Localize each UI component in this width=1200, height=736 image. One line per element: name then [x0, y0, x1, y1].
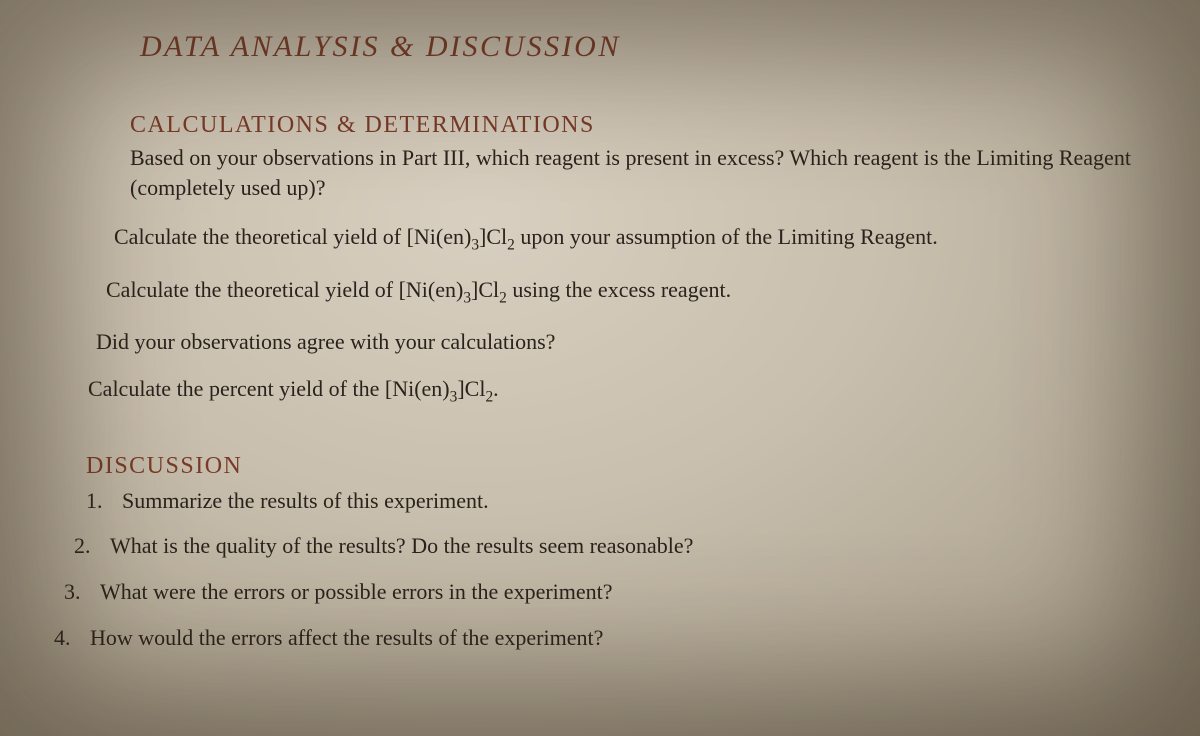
subscript: 3	[471, 237, 479, 254]
calc-paragraph-5: Calculate the percent yield of the [Ni(e…	[88, 374, 1140, 408]
calc-paragraph-4: Did your observations agree with your ca…	[96, 327, 1140, 357]
text-fragment: Calculate the theoretical yield of [Ni(e…	[114, 224, 471, 249]
calc-paragraph-3: Calculate the theoretical yield of [Ni(e…	[106, 275, 1140, 309]
main-title: DATA ANALYSIS & DISCUSSION	[140, 30, 1140, 64]
subscript: 2	[507, 237, 515, 254]
list-text: What is the quality of the results? Do t…	[110, 531, 693, 561]
subscript: 3	[463, 289, 471, 306]
text-fragment: ]Cl	[457, 376, 485, 401]
list-text: What were the errors or possible errors …	[100, 577, 613, 607]
discussion-item: 2. What is the quality of the results? D…	[74, 531, 1140, 561]
discussion-item: 1. Summarize the results of this experim…	[86, 486, 1140, 516]
subscript: 2	[485, 389, 493, 406]
calculations-heading: CALCULATIONS & DETERMINATIONS	[130, 112, 1140, 139]
list-text: Summarize the results of this experiment…	[122, 486, 489, 516]
list-text: How would the errors affect the results …	[90, 623, 603, 653]
discussion-item: 3. What were the errors or possible erro…	[64, 577, 1140, 607]
calculations-section: CALCULATIONS & DETERMINATIONS Based on y…	[130, 112, 1140, 409]
text-fragment: ]Cl	[471, 277, 499, 302]
calc-paragraph-2: Calculate the theoretical yield of [Ni(e…	[114, 222, 1140, 256]
list-number: 3.	[64, 577, 100, 607]
text-fragment: .	[493, 376, 499, 401]
text-fragment: using the excess reagent.	[507, 277, 731, 302]
page-container: DATA ANALYSIS & DISCUSSION CALCULATIONS …	[0, 0, 1200, 698]
discussion-heading: DISCUSSION	[86, 453, 1140, 480]
calc-paragraph-1: Based on your observations in Part III, …	[130, 143, 1140, 202]
discussion-section: DISCUSSION 1. Summarize the results of t…	[86, 453, 1140, 653]
list-number: 1.	[86, 486, 122, 516]
list-number: 4.	[54, 623, 90, 653]
discussion-item: 4. How would the errors affect the resul…	[54, 623, 1140, 653]
text-fragment: ]Cl	[479, 224, 507, 249]
text-fragment: Calculate the percent yield of the [Ni(e…	[88, 376, 450, 401]
text-fragment: upon your assumption of the Limiting Rea…	[515, 224, 938, 249]
text-fragment: Calculate the theoretical yield of [Ni(e…	[106, 277, 463, 302]
subscript: 2	[499, 289, 507, 306]
list-number: 2.	[74, 531, 110, 561]
